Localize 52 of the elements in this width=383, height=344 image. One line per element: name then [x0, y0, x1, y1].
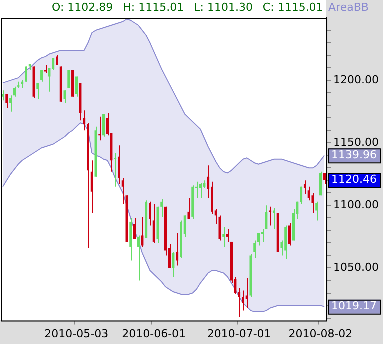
x-tick-label: 2010-05-03	[44, 327, 109, 340]
text: 1139.96	[332, 148, 378, 162]
candlestick	[319, 171, 322, 196]
candlestick	[246, 278, 248, 309]
text: AreaBB	[328, 0, 369, 14]
candlestick	[152, 204, 156, 244]
candlestick	[13, 86, 16, 98]
x-tick-label: 2010-07-01	[207, 327, 272, 340]
candlestick	[160, 198, 164, 218]
candlestick	[102, 114, 105, 138]
y-tick-label: 1150.00	[334, 136, 380, 149]
candlestick	[222, 226, 226, 248]
y-tick-label: 1100.00	[334, 198, 380, 212]
y-tick-label: 1050.00	[334, 261, 380, 274]
candlestick	[6, 94, 8, 109]
candlestick	[300, 186, 303, 205]
candlestick	[269, 206, 272, 226]
text: L: 1101.30	[194, 0, 253, 14]
candlestick	[308, 186, 310, 202]
candlestick	[304, 180, 306, 195]
candlestick	[40, 70, 43, 82]
candlestick	[137, 235, 140, 282]
candlestick	[122, 178, 124, 205]
candlestick	[242, 290, 244, 312]
text: H: 1115.01	[123, 0, 184, 14]
candlestick	[149, 201, 152, 226]
candlestick	[36, 82, 40, 100]
candlestick	[114, 152, 117, 188]
candlestick	[176, 232, 179, 266]
candlestick	[261, 228, 264, 242]
text: 1120.46	[332, 172, 378, 186]
candlestick	[90, 160, 94, 214]
text: 1019.17	[332, 300, 378, 313]
candlestick	[272, 208, 276, 230]
x-tick-label: 2010-06-01	[122, 327, 186, 340]
candlestick	[199, 182, 202, 199]
text: C: 1115.01	[262, 0, 324, 14]
candlestick	[316, 201, 318, 222]
candlestick	[288, 222, 291, 246]
candlestick	[83, 110, 86, 132]
candlestick	[134, 218, 136, 240]
candlestick	[75, 76, 78, 98]
candlestick	[118, 145, 120, 185]
x-tick-label: 2010-08-02	[288, 327, 353, 340]
candlestick	[226, 228, 229, 242]
text: O: 1102.89	[52, 0, 114, 14]
candlestick	[284, 225, 288, 260]
candlestick	[265, 205, 268, 230]
candlestick	[323, 172, 326, 185]
candlestick	[10, 95, 12, 112]
y-tick-label: 1200.00	[334, 73, 380, 86]
candlestick	[68, 70, 70, 89]
